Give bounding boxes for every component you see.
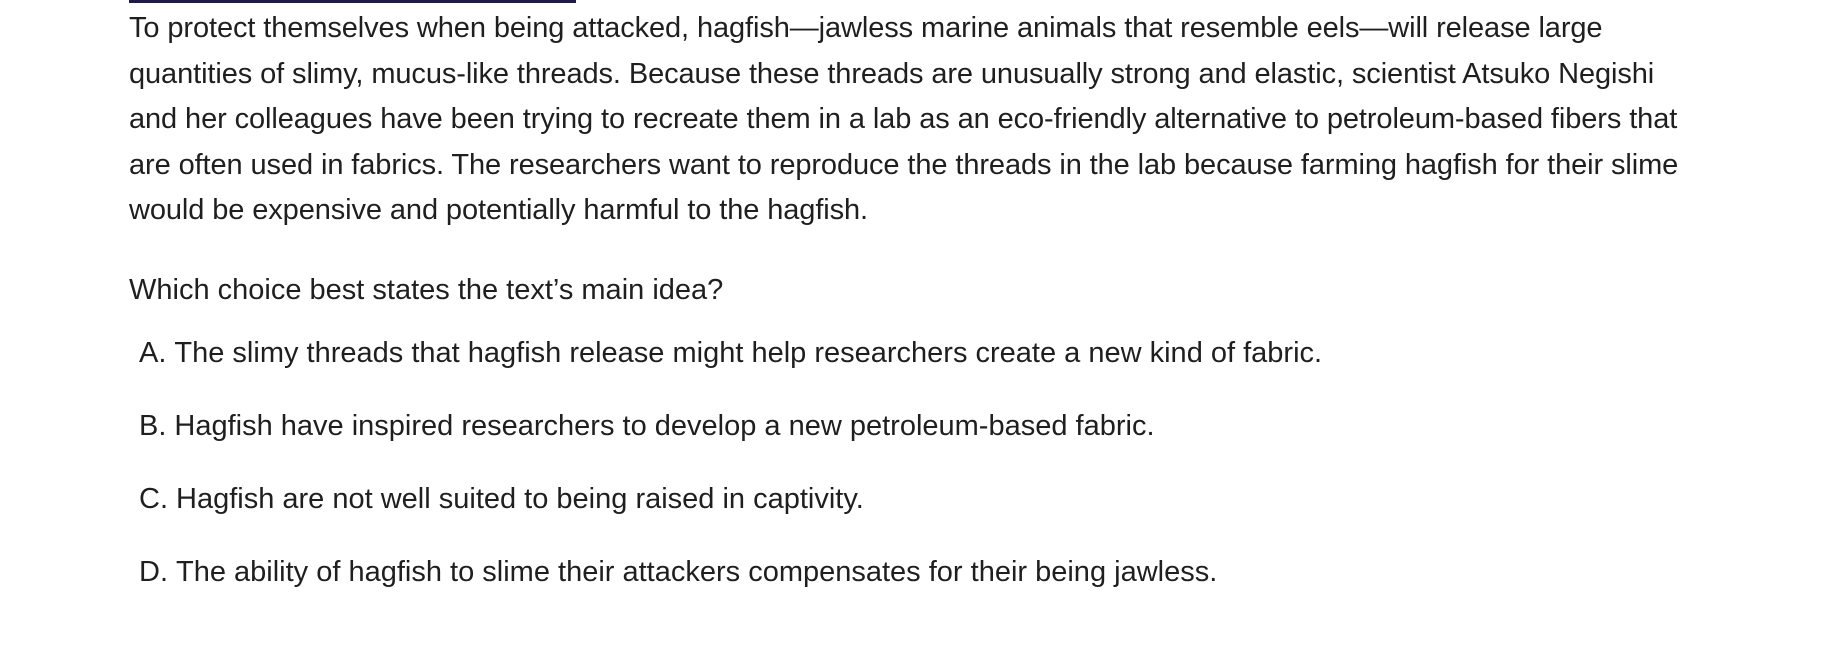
choice-text: Hagfish are not well suited to being rai… xyxy=(176,482,864,515)
choice-letter: A. xyxy=(139,336,167,369)
choice-a[interactable]: A. The slimy threads that hagfish releas… xyxy=(139,331,1689,376)
answer-choices: A. The slimy threads that hagfish releas… xyxy=(129,331,1689,595)
top-divider xyxy=(129,0,576,3)
choice-b[interactable]: B. Hagfish have inspired researchers to … xyxy=(139,404,1689,449)
choice-letter: C. xyxy=(139,482,168,515)
choice-text: Hagfish have inspired researchers to dev… xyxy=(174,409,1155,442)
choice-text: The slimy threads that hagfish release m… xyxy=(174,336,1323,369)
passage-text: To protect themselves when being attacke… xyxy=(129,12,1679,226)
choice-letter: B. xyxy=(139,409,167,442)
choice-d[interactable]: D. The ability of hagfish to slime their… xyxy=(139,550,1689,595)
question-content: To protect themselves when being attacke… xyxy=(129,6,1689,623)
question-prompt: Which choice best states the text’s main… xyxy=(129,273,724,306)
choice-letter: D. xyxy=(139,555,168,588)
choice-text: The ability of hagfish to slime their at… xyxy=(176,555,1218,588)
choice-c[interactable]: C. Hagfish are not well suited to being … xyxy=(139,477,1689,522)
